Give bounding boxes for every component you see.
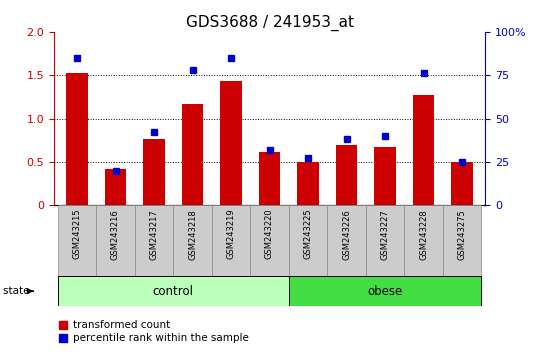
- Text: GSM243275: GSM243275: [458, 209, 466, 259]
- Text: GSM243225: GSM243225: [303, 209, 313, 259]
- Bar: [375, 147, 396, 205]
- FancyBboxPatch shape: [289, 276, 481, 306]
- Text: GSM243219: GSM243219: [226, 209, 236, 259]
- Text: GSM243217: GSM243217: [149, 209, 158, 259]
- Bar: [105, 169, 126, 205]
- FancyBboxPatch shape: [58, 205, 96, 276]
- Bar: [452, 162, 473, 205]
- Text: GSM243227: GSM243227: [381, 209, 390, 259]
- Text: GSM243226: GSM243226: [342, 209, 351, 259]
- Text: control: control: [153, 285, 194, 298]
- FancyBboxPatch shape: [173, 205, 212, 276]
- Text: GSM243215: GSM243215: [73, 209, 81, 259]
- Text: GSM243228: GSM243228: [419, 209, 428, 259]
- Text: GSM243218: GSM243218: [188, 209, 197, 259]
- Bar: [66, 74, 87, 205]
- FancyBboxPatch shape: [58, 276, 289, 306]
- Bar: [336, 144, 357, 205]
- FancyBboxPatch shape: [135, 205, 173, 276]
- FancyBboxPatch shape: [96, 205, 135, 276]
- FancyBboxPatch shape: [366, 205, 404, 276]
- FancyBboxPatch shape: [327, 205, 366, 276]
- Bar: [413, 95, 434, 205]
- Text: GSM243220: GSM243220: [265, 209, 274, 259]
- Bar: [182, 104, 203, 205]
- FancyBboxPatch shape: [212, 205, 250, 276]
- FancyBboxPatch shape: [250, 205, 289, 276]
- Legend: transformed count, percentile rank within the sample: transformed count, percentile rank withi…: [59, 320, 248, 343]
- Bar: [143, 138, 164, 205]
- Title: GDS3688 / 241953_at: GDS3688 / 241953_at: [185, 14, 354, 30]
- Bar: [298, 162, 319, 205]
- FancyBboxPatch shape: [289, 205, 327, 276]
- Text: GSM243216: GSM243216: [111, 209, 120, 259]
- Bar: [259, 152, 280, 205]
- FancyBboxPatch shape: [443, 205, 481, 276]
- Text: disease state: disease state: [0, 286, 30, 296]
- FancyBboxPatch shape: [404, 205, 443, 276]
- Text: obese: obese: [368, 285, 403, 298]
- Bar: [220, 81, 241, 205]
